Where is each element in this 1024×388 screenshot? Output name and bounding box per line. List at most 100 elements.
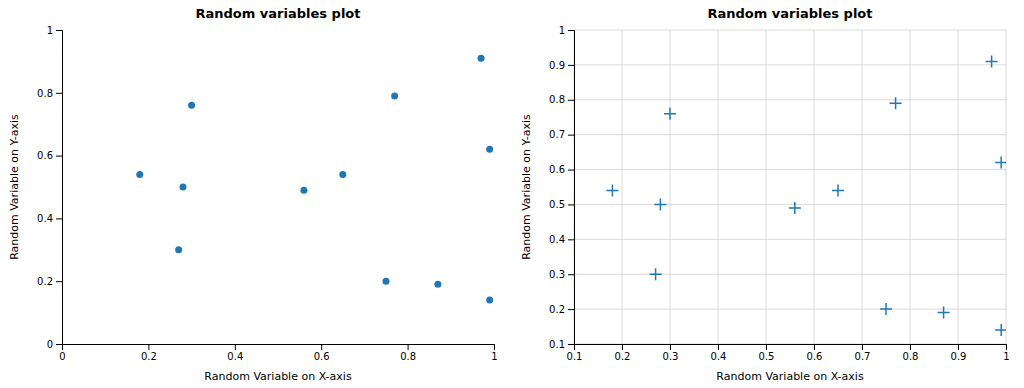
tick-label: 0	[47, 339, 53, 350]
title: Random variables plot	[708, 6, 873, 21]
tick-mark	[56, 281, 62, 282]
grid-line	[958, 30, 959, 344]
tick-label: 0.1	[567, 351, 583, 362]
y-axis: 0.10.20.30.40.50.60.70.80.91	[549, 25, 574, 350]
tick-label: 1	[491, 351, 497, 362]
point	[789, 202, 801, 214]
point	[995, 324, 1006, 336]
tick: 0.4	[549, 234, 574, 245]
tick-mark	[670, 344, 671, 350]
tick: 0.5	[549, 199, 574, 210]
point	[339, 171, 346, 178]
grid-line	[718, 30, 719, 344]
tick-mark	[148, 344, 149, 350]
tick: 0.1	[549, 339, 574, 350]
tick-label: 0.8	[400, 351, 416, 362]
tick-mark	[494, 344, 495, 350]
point	[486, 146, 493, 153]
grid-line	[1006, 30, 1007, 344]
grid-line	[574, 239, 1006, 240]
tick-mark	[56, 344, 62, 345]
x-axis-title: Random Variable on X-axis	[204, 370, 352, 383]
y-axis-title: Random Variable on Y-axis	[520, 114, 533, 260]
tick-mark	[1006, 344, 1007, 350]
tick: 0.3	[663, 344, 679, 362]
tick-label: 0.3	[663, 351, 679, 362]
tick: 0.6	[549, 164, 574, 175]
tick: 0.8	[400, 344, 416, 362]
x-axis-title: Random Variable on X-axis	[716, 370, 864, 383]
grid-line	[574, 64, 1006, 65]
tick-label: 0.1	[549, 339, 565, 350]
tick: 0.2	[141, 344, 157, 362]
tick-label: 1	[47, 25, 53, 36]
tick-label: 0.5	[759, 351, 775, 362]
tick-mark	[568, 309, 574, 310]
tick-mark	[766, 344, 767, 350]
figure: 0 0.2 0.4 0.6 0.8 1 0 0.2 0.4 0.6 0.8 1 Random varia…	[0, 0, 1024, 388]
point	[179, 184, 186, 191]
point	[486, 297, 493, 304]
tick: 0.2	[615, 344, 631, 362]
tick-mark	[568, 344, 574, 345]
tick: 0.7	[549, 129, 574, 140]
tick-label: 0.8	[903, 351, 919, 362]
tick: 1	[559, 25, 574, 36]
tick-mark	[568, 239, 574, 240]
tick-label: 0.8	[37, 88, 53, 99]
grid-line	[622, 30, 623, 344]
tick-mark	[718, 344, 719, 350]
tick-label: 0	[59, 351, 65, 362]
tick: 0.6	[314, 344, 330, 362]
point	[188, 102, 195, 109]
grid-line	[814, 30, 815, 344]
point	[880, 303, 892, 315]
grid-line	[670, 30, 671, 344]
tick-mark	[568, 135, 574, 136]
tick-label: 0.2	[141, 351, 157, 362]
y-axis-title: Random Variable on Y-axis	[8, 114, 21, 260]
point	[938, 307, 950, 319]
point	[136, 171, 143, 178]
tick-label: 0.4	[711, 351, 727, 362]
tick-mark	[408, 344, 409, 350]
tick-mark	[568, 65, 574, 66]
point	[890, 97, 902, 109]
tick: 0	[47, 339, 62, 350]
tick-label: 1	[1003, 351, 1009, 362]
tick: 0.4	[227, 344, 243, 362]
tick: 0.6	[37, 150, 62, 161]
tick-mark	[862, 344, 863, 350]
tick-mark	[958, 344, 959, 350]
tick: 0	[59, 344, 65, 362]
tick-mark	[321, 344, 322, 350]
tick: 0.8	[37, 88, 62, 99]
tick-label: 0.2	[37, 276, 53, 287]
grid-line	[574, 274, 1006, 275]
axis-line	[568, 31, 575, 345]
tick: 0.2	[37, 276, 62, 287]
x-axis: 0 0.2 0.4 0.6 0.8 1	[59, 344, 497, 362]
grid-line	[766, 30, 767, 344]
tick-mark	[56, 218, 62, 219]
tick-label: 0.2	[549, 304, 565, 315]
tick-label: 0.6	[314, 351, 330, 362]
grid-line	[574, 204, 1006, 205]
tick: 0.1	[567, 344, 583, 362]
tick-mark	[910, 344, 911, 350]
point	[832, 184, 844, 196]
tick: 1	[47, 25, 62, 36]
tick: 0.3	[549, 269, 574, 280]
tick-mark	[56, 156, 62, 157]
grid-line	[862, 30, 863, 344]
y-axis: 00.20.40.60.81	[37, 25, 62, 350]
tick-label: 0.6	[549, 164, 565, 175]
tick-label: 0.5	[549, 199, 565, 210]
grid-line	[574, 30, 1006, 31]
grid-line	[574, 134, 1006, 135]
axis-line	[56, 31, 63, 345]
tick-mark	[568, 204, 574, 205]
panel: 0.10.20.30.40.50.60.70.80.910.10.20.30.4…	[520, 6, 1010, 383]
point	[175, 246, 182, 253]
x-axis: 0.10.20.30.40.50.60.70.80.91	[567, 344, 1010, 362]
